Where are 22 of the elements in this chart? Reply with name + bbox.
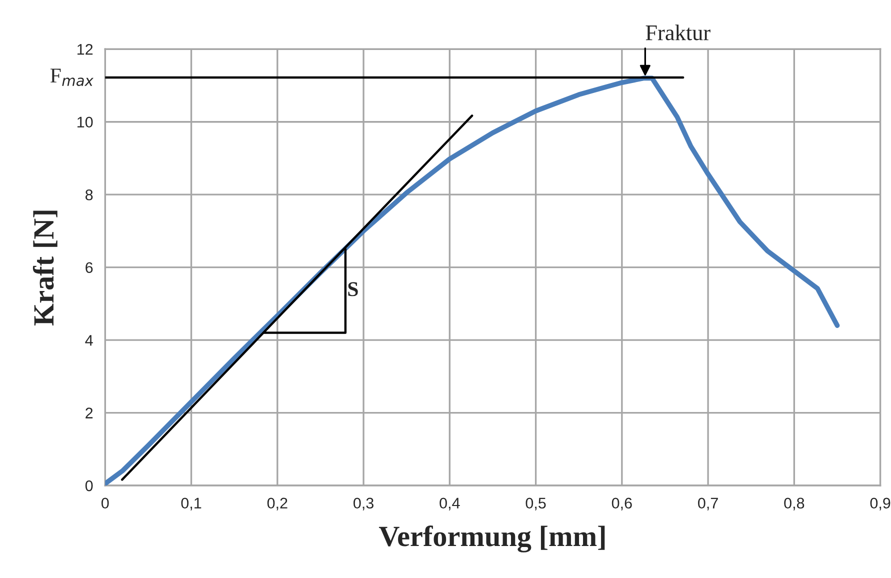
y-tick-label: 10 [78, 116, 93, 128]
y-tick-label: 6 [86, 262, 93, 274]
x-tick-label: 0,3 [354, 498, 374, 510]
x-tick-label: 0,7 [698, 498, 718, 510]
y-tick-label: 8 [86, 189, 93, 200]
annotation: S [348, 282, 358, 296]
y-axis-title: Kraft [N] [32, 210, 58, 326]
y-tick-label: 4 [85, 335, 93, 346]
x-tick-label: 0,8 [784, 498, 804, 510]
x-tick-label: 0,5 [526, 498, 546, 510]
series-label: F$_{max}$ [50, 68, 94, 86]
x-tick-label: 0,2 [267, 498, 288, 510]
x-tick-label: 0,1 [181, 498, 202, 510]
x-tick-label: 0,4 [440, 498, 460, 510]
annotation: Fraktur [646, 24, 710, 40]
y-tick-label: 0 [85, 480, 93, 492]
y-tick-label: 2 [86, 408, 93, 418]
x-tick-label: 0,6 [612, 498, 632, 510]
y-tick-label: 12 [78, 44, 93, 55]
x-tick-label: 0,9 [870, 498, 890, 510]
x-tick-label: 0 [101, 498, 109, 509]
x-axis-title: Verformung [mm] [378, 525, 605, 552]
